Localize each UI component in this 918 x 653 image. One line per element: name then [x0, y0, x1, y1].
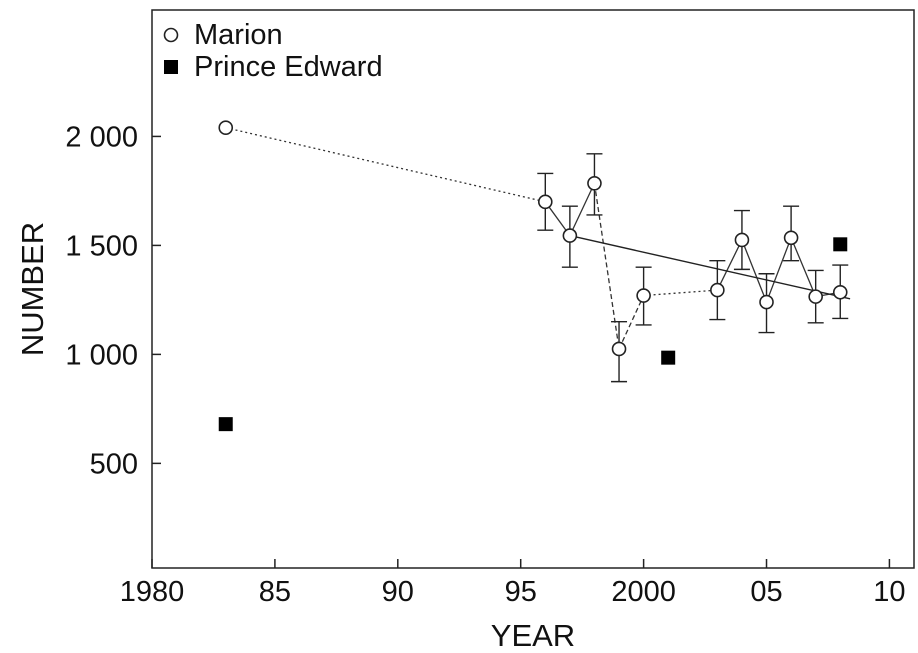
marion-point: [636, 288, 651, 303]
error-bars: [537, 153, 849, 383]
prince-edward-point: [833, 237, 848, 252]
marion-line-dashed: [618, 295, 645, 350]
x-tick-label: 95: [505, 576, 537, 608]
marion-point: [759, 294, 774, 310]
marion-point: [218, 120, 234, 136]
prince-edward-point: [661, 350, 676, 365]
legend-label-prince-edward: Prince Edward: [194, 51, 383, 83]
y-tick-label: 1 500: [65, 230, 138, 262]
legend-marker-marion: [163, 27, 179, 43]
marion-trend-line: [569, 234, 851, 300]
marion-line-solid: [790, 237, 817, 297]
marion-line-dotted: [643, 289, 718, 297]
y-tick-label: 500: [90, 448, 138, 480]
y-tick-label: 2 000: [65, 121, 138, 153]
y-tick-label: 1 000: [65, 339, 138, 371]
x-tick-label: 10: [873, 576, 905, 608]
x-axis: 1980 85 90 95 2000 05 10: [120, 559, 906, 608]
legend: Marion Prince Edward: [163, 19, 383, 83]
x-tick-label: 1980: [120, 576, 185, 608]
legend-marker-prince-edward: [164, 60, 178, 74]
y-axis: 500 1 000 1 500 2 000: [65, 121, 161, 480]
marion-point: [832, 284, 848, 300]
marion-line-solid: [569, 183, 596, 236]
marion-point: [611, 341, 627, 357]
x-axis-title: YEAR: [491, 618, 575, 653]
marion-point: [783, 230, 799, 246]
x-tick-label: 2000: [611, 576, 676, 608]
marion-line-solid: [716, 239, 743, 291]
series-lines: [225, 127, 851, 350]
marion-point: [587, 175, 602, 191]
legend-label-marion: Marion: [194, 19, 283, 51]
plot-frame: [151, 9, 915, 569]
x-tick-label: 90: [382, 576, 414, 608]
marion-point: [808, 289, 823, 304]
marion-point: [562, 228, 578, 243]
marion-line-dashed: [593, 183, 620, 350]
x-tick-label: 05: [750, 576, 782, 608]
prince-edward-point: [218, 417, 233, 432]
marion-point: [710, 282, 725, 298]
marion-line-solid: [741, 239, 768, 303]
marion-line-solid: [765, 237, 792, 303]
series-markers: [218, 120, 848, 432]
marion-point: [537, 194, 553, 210]
x-tick-label: 85: [259, 576, 291, 608]
marion-line-dotted: [225, 127, 546, 203]
y-axis-title: NUMBER: [15, 222, 50, 356]
marion-point: [734, 232, 750, 248]
